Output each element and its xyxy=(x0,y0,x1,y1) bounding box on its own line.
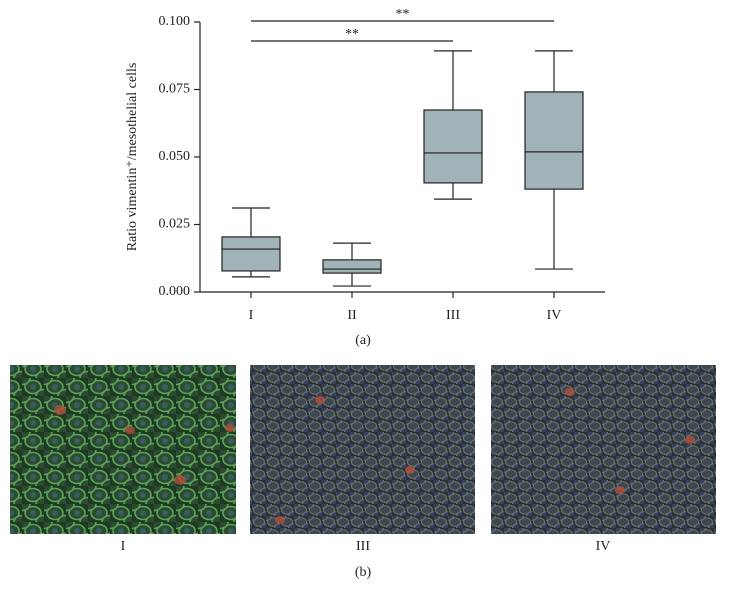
y-tick-label: 0.100 xyxy=(159,14,191,29)
micrograph xyxy=(10,365,236,534)
box xyxy=(423,109,483,184)
x-tick-label: IV xyxy=(547,308,562,323)
y-tick-label: 0.050 xyxy=(159,149,191,164)
y-axis-label: Ratio vimentin⁺/mesothelial cells xyxy=(125,63,140,252)
panel-label: (b) xyxy=(355,565,372,580)
y-tick-label: 0.000 xyxy=(159,284,191,299)
y-tick-label: 0.075 xyxy=(159,82,191,97)
micrograph-panel xyxy=(10,365,716,534)
x-tick-label: III xyxy=(446,308,460,323)
y-tick-label: 0.025 xyxy=(159,217,191,232)
micrograph xyxy=(250,365,475,534)
significance-label: ** xyxy=(345,27,359,42)
red-cells xyxy=(54,388,695,524)
panel-label: (a) xyxy=(355,333,371,348)
image-label: IV xyxy=(596,539,611,554)
micrograph xyxy=(491,365,716,534)
significance-label: ** xyxy=(396,7,410,22)
image-label: I xyxy=(121,539,126,554)
box xyxy=(322,259,382,274)
x-tick-label: I xyxy=(249,308,254,323)
image-label: III xyxy=(356,539,370,554)
box xyxy=(524,91,584,190)
box xyxy=(221,236,281,272)
x-tick-label: II xyxy=(347,308,357,323)
